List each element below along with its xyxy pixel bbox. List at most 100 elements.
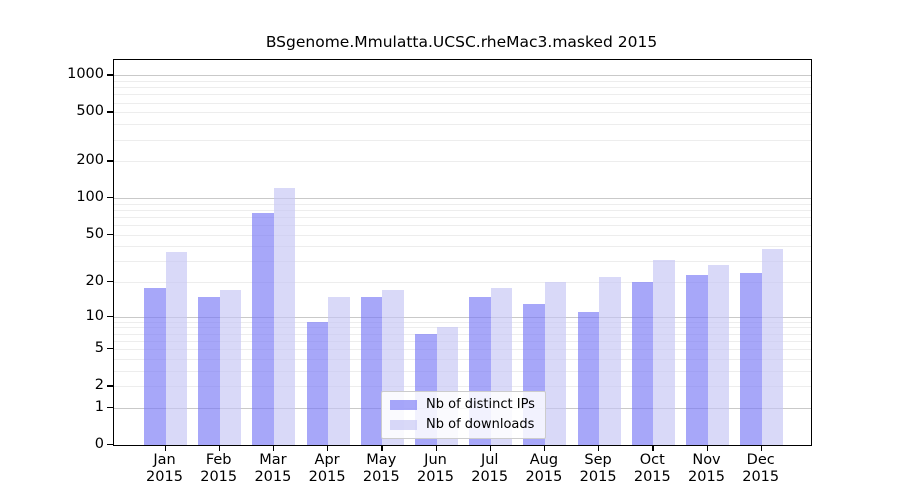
x-tick-mark-may [381,445,383,451]
y-tick-label-50: 50 [85,225,104,242]
gridline-90 [114,203,811,205]
x-tick-label-nov: Nov 2015 [688,452,725,485]
x-tick-label-mar: Mar 2015 [254,452,292,485]
gridline-70 [114,216,811,218]
x-tick-mark-aug [543,445,546,451]
x-tick-label-jul: Jul 2015 [471,452,509,485]
gridline-400 [114,124,811,126]
legend-row-distinct-ips: Nb of distinct IPs [390,397,535,412]
gridline-10 [114,316,811,318]
gridline-7 [114,333,811,335]
x-tick-mark-jul [489,445,491,451]
gridline-2 [114,386,811,388]
x-tick-mark-jan [164,445,166,451]
y-tick-mark-200 [107,160,113,162]
x-tick-mark-oct [652,445,654,451]
bar-dec-downloads [761,249,784,445]
y-tick-mark-500 [107,111,113,113]
gridline-700 [114,94,811,96]
y-tick-mark-0 [107,444,113,446]
x-tick-label-sep: Sep 2015 [579,452,617,485]
bar-apr-ips [306,321,329,445]
y-tick-label-0: 0 [94,436,104,452]
y-tick-label-2: 2 [94,377,104,394]
gridline-600 [114,102,811,104]
x-tick-label-oct: Oct 2015 [633,452,671,485]
bar-mar-ips [252,213,274,445]
bar-feb-ips [198,296,220,445]
gridline-9 [114,321,811,323]
x-tick-label-jun: Jun 2015 [417,452,454,485]
y-tick-mark-50 [107,233,113,235]
x-tick-mark-jun [435,445,437,451]
y-tick-label-1: 1 [94,398,104,415]
bar-jan-ips [144,287,166,445]
legend-row-downloads: Nb of downloads [390,417,535,432]
x-tick-label-apr: Apr 2015 [308,452,346,485]
legend-label-distinct-ips: Nb of distinct IPs [426,397,535,412]
gridline-80 [114,209,811,211]
x-tick-label-dec: Dec 2015 [742,452,780,485]
bar-dec-ips [740,272,762,445]
gridline-3 [114,370,811,372]
y-axis-labels: 1000 500 200 100 50 20 10 5 2 1 0 [0,59,104,451]
x-tick-label-aug: Aug 2015 [525,452,563,485]
y-tick-label-5: 5 [94,340,104,357]
y-tick-label-10: 10 [85,307,104,324]
bar-oct-downloads [653,259,675,445]
x-tick-mark-apr [327,445,329,451]
x-tick-mark-feb [218,445,220,451]
gridline-60 [114,225,811,227]
gridline-40 [114,246,811,248]
y-tick-mark-1 [107,406,113,409]
gridline-5 [114,349,811,351]
gridline-6 [114,340,811,342]
x-tick-mark-dec [760,445,762,451]
gridline-500 [114,112,811,114]
bar-oct-ips [631,282,654,445]
x-tick-mark-mar [272,445,275,451]
gridline-4 [114,358,811,360]
y-tick-label-1000: 1000 [67,66,104,83]
gridline-100 [114,198,811,200]
chart-title: BSgenome.Mmulatta.UCSC.rheMac3.masked 20… [265,33,658,51]
x-tick-mark-nov [706,445,708,451]
x-tick-mark-sep [598,445,600,451]
bar-nov-ips [686,275,708,445]
legend: Nb of distinct IPs Nb of downloads [381,391,546,439]
y-tick-mark-2 [107,385,113,387]
y-tick-mark-10 [107,315,113,317]
distinct-ips-swatch [390,399,417,410]
gridline-50 [114,234,811,236]
y-tick-mark-5 [107,348,113,350]
bar-apr-downloads [328,296,350,445]
gridline-900 [114,81,811,82]
y-tick-label-20: 20 [85,273,104,290]
gridline-1000 [114,75,811,77]
legend-label-downloads: Nb of downloads [426,417,535,432]
bar-feb-downloads [219,290,242,445]
plot-area: Nb of distinct IPs Nb of downloads [113,59,812,446]
bar-sep-downloads [599,277,621,445]
gridline-300 [114,139,811,141]
gridline-800 [114,87,811,89]
y-tick-label-200: 200 [76,152,104,169]
gridline-30 [114,261,811,263]
bar-may-ips [360,296,383,445]
bar-aug-downloads [544,282,567,445]
gridline-8 [114,327,811,329]
bar-sep-ips [577,312,600,445]
downloads-swatch [390,419,417,430]
x-tick-label-may: May 2015 [362,452,400,485]
gridline-20 [114,282,811,284]
bar-jan-downloads [165,251,187,445]
y-tick-label-100: 100 [76,189,104,206]
y-tick-mark-20 [107,281,113,283]
bar-nov-downloads [707,264,729,445]
y-tick-label-500: 500 [76,103,104,120]
y-tick-mark-100 [107,197,113,199]
bar-mar-downloads [273,188,296,445]
y-tick-mark-1000 [107,74,113,76]
x-tick-label-feb: Feb 2015 [200,452,238,485]
